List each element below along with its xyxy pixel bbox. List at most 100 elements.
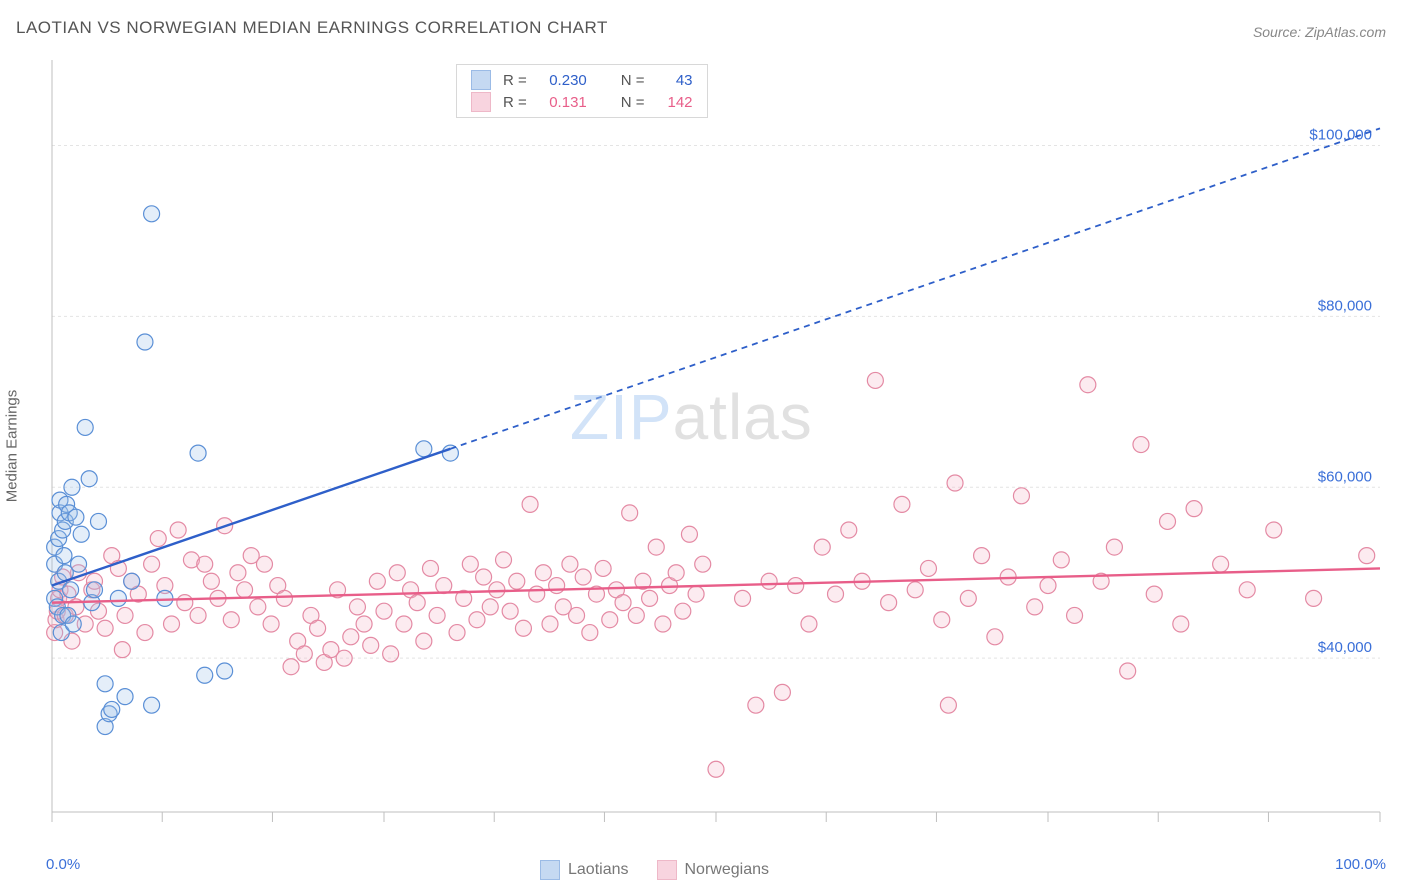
- data-point: [1067, 607, 1083, 623]
- data-point: [63, 582, 79, 598]
- data-point: [894, 496, 910, 512]
- data-point: [144, 206, 160, 222]
- data-point: [150, 531, 166, 547]
- data-point: [343, 629, 359, 645]
- data-point: [81, 471, 97, 487]
- data-point: [582, 625, 598, 641]
- data-point: [881, 595, 897, 611]
- legend-series-label: Laotians: [568, 861, 629, 878]
- data-point: [429, 607, 445, 623]
- data-point: [562, 556, 578, 572]
- data-point: [144, 697, 160, 713]
- data-point: [575, 569, 591, 585]
- data-point: [542, 616, 558, 632]
- data-point: [1359, 548, 1375, 564]
- data-point: [1120, 663, 1136, 679]
- data-point: [416, 441, 432, 457]
- data-point: [841, 522, 857, 538]
- data-point: [934, 612, 950, 628]
- data-point: [801, 616, 817, 632]
- data-point: [124, 573, 140, 589]
- legend-series-item: Laotians: [540, 861, 629, 878]
- data-point: [549, 578, 565, 594]
- data-point: [496, 552, 512, 568]
- data-point: [369, 573, 385, 589]
- x-axis-start-label: 0.0%: [46, 856, 80, 873]
- legend-R-label: R =: [497, 91, 533, 113]
- data-point: [867, 372, 883, 388]
- data-point: [383, 646, 399, 662]
- data-point: [190, 445, 206, 461]
- data-point: [735, 590, 751, 606]
- data-point: [947, 475, 963, 491]
- data-point: [628, 607, 644, 623]
- data-point: [114, 642, 130, 658]
- legend-R-value: 0.230: [533, 69, 593, 91]
- data-point: [416, 633, 432, 649]
- data-point: [1186, 501, 1202, 517]
- data-point: [110, 590, 126, 606]
- data-point: [462, 556, 478, 572]
- data-point: [748, 697, 764, 713]
- data-point: [1160, 513, 1176, 529]
- data-point: [668, 565, 684, 581]
- data-point: [1106, 539, 1122, 555]
- y-tick-label: $40,000: [1318, 639, 1372, 656]
- data-point: [230, 565, 246, 581]
- data-point: [65, 616, 81, 632]
- data-point: [1213, 556, 1229, 572]
- data-point: [409, 595, 425, 611]
- data-point: [774, 684, 790, 700]
- legend-swatch: [540, 860, 560, 880]
- data-point: [197, 667, 213, 683]
- data-point: [1053, 552, 1069, 568]
- data-point: [920, 560, 936, 576]
- data-point: [469, 612, 485, 628]
- data-point: [77, 419, 93, 435]
- data-point: [828, 586, 844, 602]
- data-point: [310, 620, 326, 636]
- legend-N-value: 142: [651, 91, 699, 113]
- data-point: [73, 526, 89, 542]
- data-point: [389, 565, 405, 581]
- data-point: [64, 479, 80, 495]
- data-point: [177, 595, 193, 611]
- legend-series-item: Norwegians: [657, 861, 769, 878]
- data-point: [788, 578, 804, 594]
- source-attribution: Source: ZipAtlas.com: [1253, 24, 1386, 40]
- legend-swatch: [471, 70, 491, 90]
- data-point: [960, 590, 976, 606]
- legend-R-value: 0.131: [533, 91, 593, 113]
- data-point: [595, 560, 611, 576]
- data-point: [263, 616, 279, 632]
- data-point: [509, 573, 525, 589]
- data-point: [569, 607, 585, 623]
- data-point: [974, 548, 990, 564]
- legend-swatch: [657, 860, 677, 880]
- data-point: [502, 603, 518, 619]
- data-point: [97, 620, 113, 636]
- data-point: [197, 556, 213, 572]
- data-point: [602, 612, 618, 628]
- data-point: [336, 650, 352, 666]
- legend-stats-table: R =0.230N =43R =0.131N =142: [465, 69, 699, 113]
- scatter-plot-svg: $40,000$60,000$80,000$100,000: [48, 56, 1384, 836]
- data-point: [522, 496, 538, 512]
- data-point: [396, 616, 412, 632]
- data-point: [1173, 616, 1189, 632]
- data-point: [363, 637, 379, 653]
- legend-series-label: Norwegians: [685, 861, 769, 878]
- data-point: [449, 625, 465, 641]
- data-point: [482, 599, 498, 615]
- data-point: [940, 697, 956, 713]
- data-point: [250, 599, 266, 615]
- data-point: [56, 548, 72, 564]
- data-point: [695, 556, 711, 572]
- data-point: [276, 590, 292, 606]
- data-point: [137, 625, 153, 641]
- y-axis-label-wrapper: Median Earnings: [4, 333, 21, 446]
- data-point: [1146, 586, 1162, 602]
- data-point: [217, 663, 233, 679]
- data-point: [622, 505, 638, 521]
- data-point: [1239, 582, 1255, 598]
